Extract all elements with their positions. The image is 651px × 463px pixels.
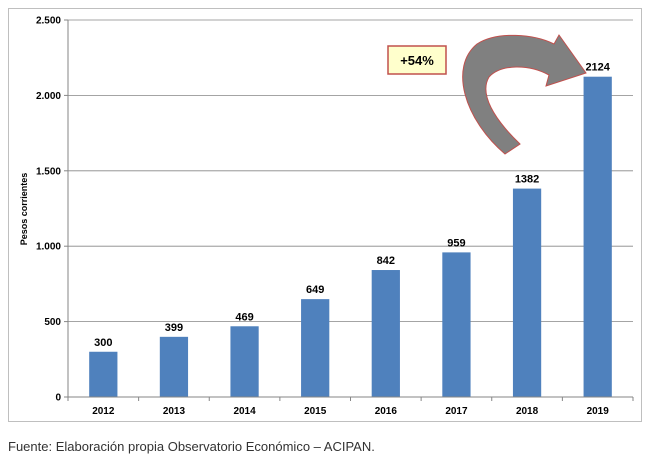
y-tick-label: 2.500	[36, 16, 61, 27]
data-label-2019: 2124	[585, 62, 610, 74]
x-tick-label: 2014	[233, 406, 256, 417]
x-tick-label: 2018	[516, 406, 539, 417]
y-tick-label: 0	[55, 393, 61, 404]
data-label-2014: 469	[235, 311, 253, 323]
data-labels: 300 399 469 649 842 959 1382 2124	[94, 62, 611, 349]
bar-2017	[442, 252, 471, 397]
growth-callout: +54%	[387, 34, 587, 155]
bar-chart: 0 500 1.000 1.500 2.000 2.500 300 399 469 649 842…	[19, 16, 634, 417]
x-tick-label: 2013	[163, 406, 186, 417]
y-tick-label: 1.500	[36, 166, 61, 177]
data-label-2012: 300	[94, 337, 112, 349]
y-tick-label: 1.000	[36, 242, 61, 253]
y-axis-ticks: 0 500 1.000 1.500 2.000 2.500	[36, 16, 68, 404]
bar-2012	[89, 351, 118, 397]
data-label-2013: 399	[165, 322, 183, 334]
data-label-2017: 959	[447, 237, 465, 249]
x-tick-label: 2015	[304, 406, 327, 417]
bar-2019	[583, 76, 612, 397]
x-tick-label: 2016	[375, 406, 398, 417]
bars	[89, 76, 612, 397]
bar-2015	[301, 299, 330, 397]
data-label-2015: 649	[306, 284, 324, 296]
source-note: Fuente: Elaboración propia Observatorio …	[8, 439, 375, 454]
y-tick-label: 2.000	[36, 91, 61, 102]
x-tick-label: 2019	[587, 406, 610, 417]
data-label-2018: 1382	[515, 174, 539, 186]
y-tick-label: 500	[44, 317, 61, 328]
growth-callout-label: +54%	[400, 53, 434, 68]
growth-callout-box	[387, 45, 447, 75]
y-axis-title: Pesos corrientes	[19, 173, 29, 246]
x-tick-label: 2012	[92, 406, 115, 417]
data-label-2016: 842	[377, 255, 395, 267]
x-tick-label: 2017	[445, 406, 468, 417]
chart-frame: 0 500 1.000 1.500 2.000 2.500 300 399 469 649 842…	[8, 8, 642, 422]
growth-arrow	[462, 34, 587, 155]
bar-2018	[512, 188, 542, 397]
bar-2014	[230, 326, 259, 397]
bar-2013	[159, 336, 189, 397]
x-axis-ticks: 2012 2013 2014 2015 2016 2017 2018 2019	[67, 397, 634, 417]
bar-2016	[371, 270, 400, 397]
